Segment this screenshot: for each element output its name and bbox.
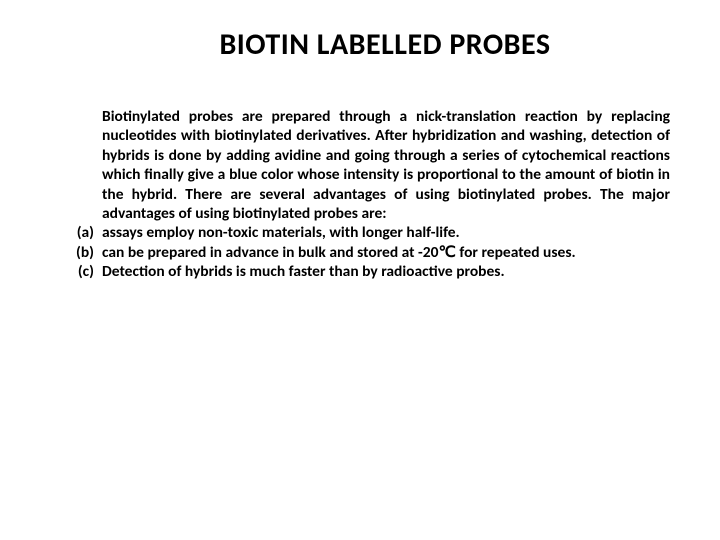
- list-marker: (b): [30, 243, 102, 262]
- list-text: Detection of hybrids is much faster than…: [102, 262, 670, 281]
- list-item: (c) Detection of hybrids is much faster …: [30, 262, 690, 281]
- intro-paragraph: Biotinylated probes are prepared through…: [30, 107, 690, 223]
- list-marker: (c): [30, 262, 102, 281]
- list-text: can be prepared in advance in bulk and s…: [102, 243, 670, 262]
- slide-title: BIOTIN LABELLED PROBES: [30, 26, 690, 63]
- list-marker: (a): [30, 223, 102, 242]
- slide: BIOTIN LABELLED PROBES Biotinylated prob…: [0, 0, 720, 540]
- list-text: assays employ non-toxic materials, with …: [102, 223, 670, 242]
- list-item: (b) can be prepared in advance in bulk a…: [30, 243, 690, 262]
- list-item: (a) assays employ non-toxic materials, w…: [30, 223, 690, 242]
